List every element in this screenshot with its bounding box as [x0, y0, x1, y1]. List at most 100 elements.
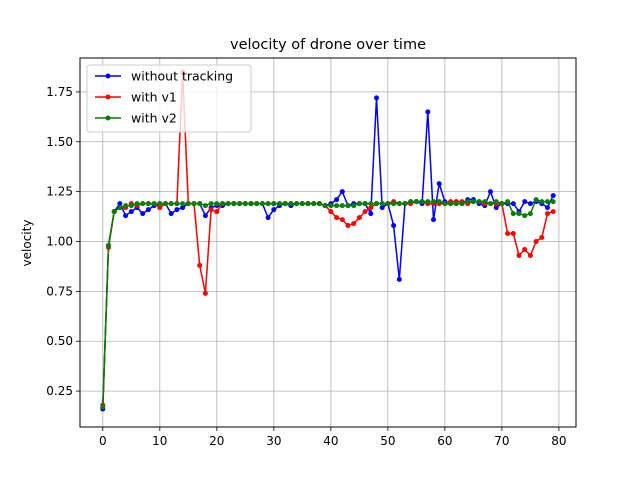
data-point [328, 209, 334, 215]
data-point [539, 235, 545, 240]
data-point [545, 211, 550, 217]
data-point [157, 201, 163, 207]
data-point [493, 199, 499, 205]
data-point [533, 197, 539, 203]
legend: without tracking with v1 with v2 [86, 64, 252, 133]
legend-swatch-marker [105, 94, 111, 100]
data-point [202, 213, 208, 219]
data-point [482, 199, 488, 205]
data-point [334, 215, 340, 221]
data-point [356, 201, 362, 207]
data-point [396, 276, 402, 282]
data-point [499, 201, 505, 207]
data-point [339, 203, 345, 209]
data-point [191, 201, 197, 207]
data-point [180, 201, 186, 207]
data-point [214, 201, 220, 207]
data-point [345, 223, 351, 228]
legend-swatch-marker [105, 115, 111, 121]
data-point [123, 213, 129, 219]
data-point [288, 201, 294, 207]
data-point [339, 189, 345, 195]
data-point [265, 215, 271, 221]
data-point [180, 205, 186, 211]
data-point [100, 404, 106, 410]
data-point [197, 262, 203, 268]
data-point [448, 201, 454, 207]
data-point [550, 199, 556, 205]
data-point [339, 217, 345, 223]
data-point [374, 201, 379, 207]
data-point [328, 203, 334, 209]
data-point [106, 243, 111, 248]
data-point [522, 213, 528, 219]
data-point [202, 203, 208, 209]
data-point [488, 189, 493, 195]
data-point [242, 201, 248, 207]
data-point [425, 109, 431, 115]
data-point [145, 201, 151, 207]
data-point [476, 199, 482, 205]
y-tick-label: 0.25 [46, 384, 73, 398]
series-1 [100, 95, 556, 412]
data-point [431, 199, 436, 205]
data-point [436, 199, 442, 205]
data-point [145, 207, 151, 213]
data-point [391, 223, 397, 228]
data-point [465, 199, 471, 205]
data-point [128, 203, 134, 209]
data-point [431, 217, 436, 223]
x-tick-label: 10 [152, 434, 167, 448]
data-point [522, 199, 528, 205]
data-point [385, 201, 391, 207]
data-point [545, 205, 550, 211]
data-point [214, 209, 220, 215]
y-tick-label: 1.00 [46, 235, 73, 249]
chart-title: velocity of drone over time [230, 37, 426, 53]
data-point [362, 201, 368, 207]
data-point [356, 215, 362, 221]
data-point [237, 201, 243, 207]
y-axis-label: velocity [20, 220, 34, 267]
data-point [379, 201, 385, 207]
data-point [305, 201, 311, 207]
data-point [510, 201, 516, 207]
grid [80, 58, 576, 427]
data-point [322, 203, 328, 209]
data-point [111, 209, 117, 215]
x-tick-label: 50 [380, 434, 395, 448]
data-point [271, 207, 277, 213]
data-point [174, 207, 180, 213]
data-point [545, 199, 550, 205]
data-point [459, 201, 465, 207]
data-point [396, 201, 402, 207]
data-point [185, 201, 191, 207]
data-point [123, 203, 129, 209]
data-point [254, 201, 260, 207]
data-point [174, 201, 180, 207]
x-tick-label: 80 [551, 434, 566, 448]
data-point [271, 201, 277, 207]
y-tick-label: 1.50 [46, 135, 73, 149]
legend-item: with v1 [95, 90, 177, 105]
y-tick-label: 0.75 [46, 284, 73, 298]
data-point [425, 199, 431, 205]
data-point [168, 201, 174, 207]
data-point [436, 181, 442, 187]
data-point [202, 290, 208, 296]
data-point [368, 205, 374, 211]
data-point [220, 201, 225, 207]
data-point [208, 207, 214, 213]
x-tick-label: 0 [99, 434, 107, 448]
data-point [522, 247, 528, 252]
data-point [168, 211, 174, 217]
data-point [533, 239, 539, 244]
data-point [442, 201, 448, 207]
data-point [379, 205, 385, 211]
data-point [277, 201, 282, 207]
data-point [402, 201, 408, 207]
data-point [510, 231, 516, 236]
data-point [157, 205, 163, 211]
data-point [516, 253, 522, 258]
